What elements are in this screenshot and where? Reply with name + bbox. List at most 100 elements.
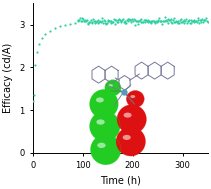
Point xyxy=(89,19,92,22)
Point xyxy=(118,18,121,21)
Point xyxy=(124,21,128,24)
Point xyxy=(138,19,142,22)
Point xyxy=(161,22,164,25)
Point xyxy=(35,51,38,54)
Point xyxy=(199,21,202,24)
Point xyxy=(200,18,203,21)
Point xyxy=(177,21,181,24)
Point xyxy=(112,18,115,21)
Point xyxy=(64,23,67,26)
Point xyxy=(105,21,109,24)
Point xyxy=(137,20,141,23)
Point xyxy=(99,20,102,23)
Point xyxy=(177,19,180,22)
Ellipse shape xyxy=(96,97,104,102)
Point xyxy=(76,18,79,21)
Point xyxy=(88,20,91,23)
Point xyxy=(77,18,81,21)
Point xyxy=(95,20,98,23)
Point xyxy=(114,19,118,22)
Point xyxy=(196,17,199,20)
Point xyxy=(194,19,198,22)
Ellipse shape xyxy=(126,91,144,108)
Point xyxy=(179,21,182,24)
Ellipse shape xyxy=(116,127,146,156)
Point xyxy=(81,17,84,20)
Point xyxy=(197,21,201,24)
Point xyxy=(172,16,175,19)
Point xyxy=(150,19,154,22)
Point xyxy=(104,22,108,25)
Point xyxy=(84,20,87,23)
Point xyxy=(184,19,187,22)
Point xyxy=(186,19,189,22)
Point xyxy=(34,64,37,67)
Point xyxy=(157,19,160,22)
Point xyxy=(161,19,165,22)
Ellipse shape xyxy=(124,113,132,118)
Point xyxy=(120,19,124,22)
Point xyxy=(40,37,43,40)
Point xyxy=(98,20,102,23)
Point xyxy=(204,17,208,20)
Point xyxy=(160,19,163,22)
Point xyxy=(97,20,101,23)
Point xyxy=(85,19,89,22)
Point xyxy=(119,21,122,24)
Point xyxy=(149,22,152,25)
Point xyxy=(159,19,162,22)
Point xyxy=(130,19,133,22)
Point xyxy=(97,19,100,22)
Point xyxy=(169,21,172,24)
Point xyxy=(197,19,200,22)
Ellipse shape xyxy=(117,105,146,134)
Point xyxy=(153,22,156,25)
Point xyxy=(200,18,204,21)
Point xyxy=(147,20,151,23)
Point xyxy=(88,21,92,24)
Point xyxy=(115,20,119,23)
Point xyxy=(163,16,166,19)
Point xyxy=(191,19,194,22)
Point xyxy=(158,19,162,22)
Point xyxy=(83,18,86,21)
Point xyxy=(103,21,106,24)
Point xyxy=(139,17,142,20)
Point xyxy=(187,18,191,21)
Point xyxy=(122,20,126,23)
Point xyxy=(154,20,158,23)
Point xyxy=(154,20,157,23)
Point xyxy=(143,19,146,22)
Point xyxy=(156,20,159,23)
Point xyxy=(92,20,96,23)
Point xyxy=(107,18,110,21)
Point xyxy=(100,17,103,20)
Point xyxy=(106,19,109,22)
Ellipse shape xyxy=(123,135,131,140)
Point xyxy=(146,18,149,21)
Point xyxy=(189,21,192,24)
Point xyxy=(193,19,197,22)
Point xyxy=(73,21,77,24)
Point xyxy=(131,19,135,22)
Point xyxy=(77,19,80,22)
Point xyxy=(147,20,150,23)
Point xyxy=(142,18,145,21)
Ellipse shape xyxy=(108,84,113,87)
Point xyxy=(204,18,207,21)
Point xyxy=(43,33,47,36)
Point xyxy=(171,19,175,22)
Point xyxy=(116,20,119,23)
Point xyxy=(32,100,35,103)
Point xyxy=(141,20,145,23)
Point xyxy=(182,18,185,21)
Point xyxy=(170,22,174,25)
Point xyxy=(95,19,99,22)
Point xyxy=(32,94,35,97)
Point xyxy=(193,20,196,23)
Point xyxy=(180,21,184,24)
Point xyxy=(134,19,138,22)
Point xyxy=(195,20,199,23)
Point xyxy=(118,18,122,21)
Point xyxy=(114,22,117,25)
